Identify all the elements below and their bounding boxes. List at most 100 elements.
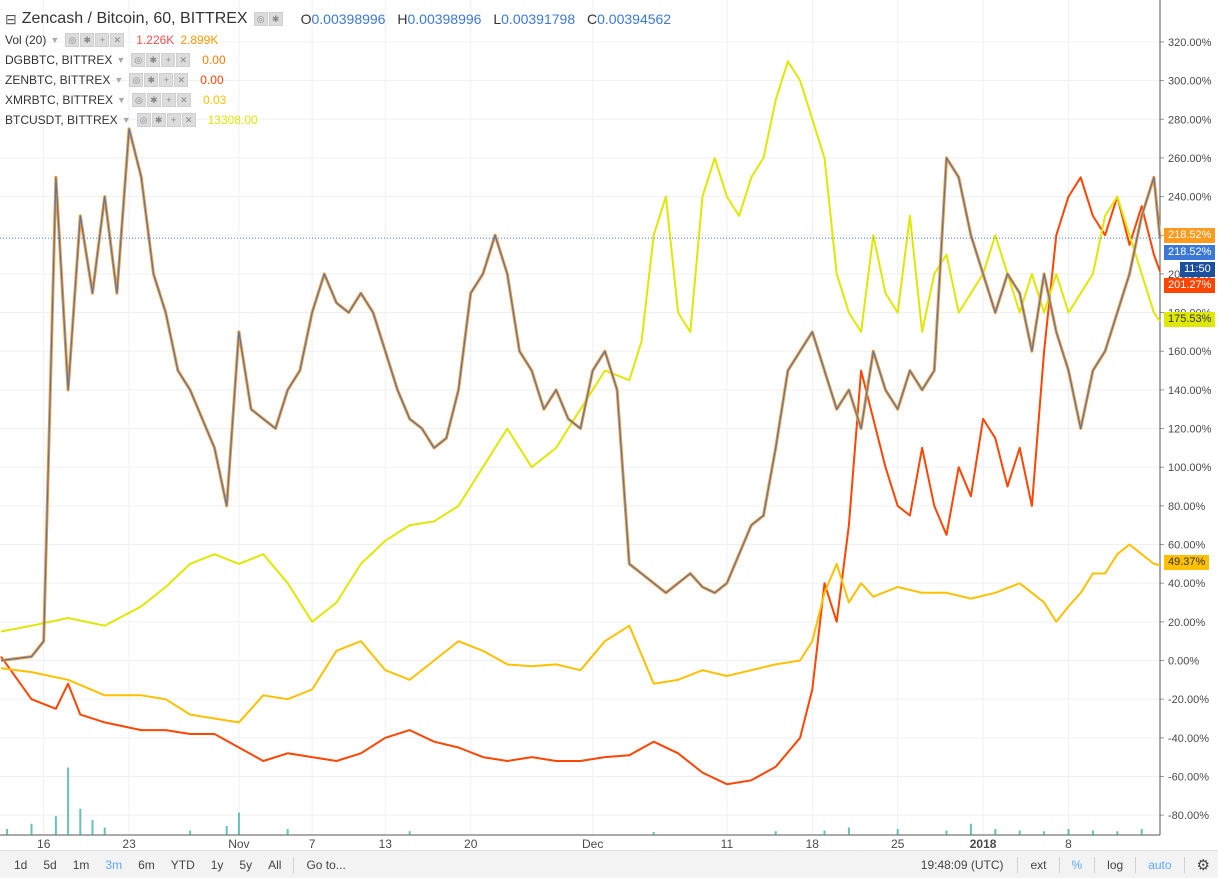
eye-icon[interactable]: ◎ — [131, 93, 146, 107]
volume-bar — [1140, 829, 1143, 835]
close-icon[interactable]: ✕ — [176, 53, 191, 67]
divider — [293, 856, 295, 873]
y-tick-label: 260.00% — [1168, 153, 1212, 165]
x-tick-label: 8 — [1065, 837, 1072, 850]
compare-value: 0.03 — [202, 93, 227, 107]
plus-icon[interactable]: + — [159, 73, 174, 87]
x-tick-label: 11 — [721, 837, 734, 850]
zen-badge: 201.27% — [1164, 278, 1216, 293]
range-button-1m[interactable]: 1m — [72, 857, 90, 872]
compare-row: ZENBTC, BITTREX ▼ ◎ ✱ + ✕ 0.00 — [5, 70, 671, 90]
dropdown-caret-icon[interactable]: ▼ — [116, 55, 126, 65]
range-button-6m[interactable]: 6m — [138, 857, 155, 872]
close-icon[interactable]: ✕ — [176, 93, 191, 107]
compare-row: XMRBTC, BITTREX ▼ ◎ ✱ + ✕ 0.03 — [5, 90, 671, 110]
compare-value: 0.00 — [202, 53, 226, 67]
close-icon[interactable]: ✕ — [181, 113, 196, 127]
range-button-all[interactable]: All — [268, 857, 282, 872]
range-button-1y[interactable]: 1y — [210, 857, 224, 872]
volume-bar — [286, 829, 289, 835]
volume-bar — [54, 816, 57, 835]
log-toggle[interactable]: log — [1107, 857, 1124, 872]
volume-bar — [896, 829, 899, 835]
range-button-5y[interactable]: 5y — [239, 857, 253, 872]
close-icon[interactable]: ✕ — [174, 73, 189, 87]
x-tick-label: 2018 — [970, 837, 997, 850]
compare-symbol[interactable]: ZENBTC, BITTREX — [5, 73, 111, 87]
ext-toggle[interactable]: ext — [1030, 857, 1047, 872]
volume-bar — [91, 820, 94, 835]
symbol-title[interactable]: Zencash / Bitcoin, 60, BITTREX — [21, 10, 248, 27]
volume-label[interactable]: Vol (20) — [5, 33, 47, 47]
volume-bar — [237, 812, 240, 835]
eye-icon[interactable]: ◎ — [136, 113, 151, 127]
collapse-icon[interactable]: ⊟ — [5, 10, 17, 27]
main-controls: ◎ ✱ — [253, 12, 283, 26]
range-buttons: 1d 5d 1m 3m 6m YTD 1y 5y All — [0, 858, 289, 872]
price-badge: 218.52% — [1164, 245, 1216, 260]
volume-bar — [1018, 830, 1021, 835]
y-tick-label: 20.00% — [1168, 617, 1206, 629]
low-label: L — [493, 11, 502, 27]
eye-icon[interactable]: ◎ — [131, 53, 146, 67]
y-tick-label: -60.00% — [1168, 771, 1209, 783]
plus-icon[interactable]: + — [95, 33, 110, 47]
x-tick-label: 7 — [309, 837, 316, 850]
compare-symbol[interactable]: BTCUSDT, BITTREX — [5, 113, 118, 127]
range-button-ytd[interactable]: YTD — [170, 857, 195, 872]
dropdown-caret-icon[interactable]: ▼ — [50, 35, 60, 45]
volume-bar — [1043, 831, 1046, 835]
auto-toggle[interactable]: auto — [1148, 857, 1172, 872]
compare-controls: ◎ ✱ + ✕ — [131, 93, 191, 107]
settings-gear-icon[interactable]: ⚙ — [1196, 856, 1210, 874]
compare-symbol[interactable]: DGBBTC, BITTREX — [5, 53, 113, 67]
y-tick-label: 280.00% — [1168, 114, 1212, 126]
divider — [1094, 856, 1096, 873]
dropdown-caret-icon[interactable]: ▼ — [114, 75, 124, 85]
xmr-badge: 49.37% — [1164, 555, 1210, 570]
close-value: 0.00394562 — [597, 11, 672, 27]
range-button-5d[interactable]: 5d — [43, 857, 57, 872]
y-tick-label: 300.00% — [1168, 76, 1212, 88]
settings-icon[interactable]: ✱ — [80, 33, 95, 47]
settings-icon[interactable]: ✱ — [151, 113, 166, 127]
settings-icon[interactable]: ✱ — [268, 12, 283, 26]
utc-clock[interactable]: 19:48:09 (UTC) — [920, 857, 1004, 872]
price-chart[interactable]: 320.00%300.00%280.00%260.00%240.00%220.0… — [0, 0, 1218, 850]
range-button-3m[interactable]: 3m — [105, 857, 123, 872]
volume-row: Vol (20) ▼ ◎ ✱ + ✕ 1.226K 2.899K — [5, 30, 671, 50]
range-button-1d[interactable]: 1d — [14, 857, 28, 872]
compare-controls: ◎ ✱ + ✕ — [129, 73, 189, 87]
series-line-3 — [0, 127, 1162, 662]
plus-icon[interactable]: + — [161, 93, 176, 107]
divider — [1058, 856, 1060, 873]
eye-icon[interactable]: ◎ — [129, 73, 144, 87]
eye-icon[interactable]: ◎ — [65, 33, 80, 47]
y-tick-label: 60.00% — [1168, 540, 1206, 552]
volume-bar — [994, 829, 997, 835]
percent-toggle[interactable]: % — [1071, 857, 1083, 872]
goto-button[interactable]: Go to... — [306, 857, 346, 872]
dropdown-caret-icon[interactable]: ▼ — [121, 115, 131, 125]
dropdown-caret-icon[interactable]: ▼ — [117, 95, 126, 105]
y-tick-label: 40.00% — [1168, 578, 1206, 590]
eye-icon[interactable]: ◎ — [253, 12, 268, 26]
plus-icon[interactable]: + — [161, 53, 176, 67]
plus-icon[interactable]: + — [166, 113, 181, 127]
y-tick-label: 140.00% — [1168, 385, 1212, 397]
settings-icon[interactable]: ✱ — [144, 73, 159, 87]
compare-row: BTCUSDT, BITTREX ▼ ◎ ✱ + ✕ 13308.00 — [5, 110, 671, 130]
compare-row: DGBBTC, BITTREX ▼ ◎ ✱ + ✕ 0.00 — [5, 50, 671, 70]
settings-icon[interactable]: ✱ — [146, 93, 161, 107]
series-line-2 — [0, 60, 1161, 633]
divider — [1183, 856, 1185, 873]
settings-icon[interactable]: ✱ — [146, 53, 161, 67]
volume-controls: ◎ ✱ + ✕ — [65, 33, 125, 47]
ohlc-values: O0.00398996 H0.00398996 L0.00391798 C0.0… — [293, 11, 671, 27]
y-tick-label: 120.00% — [1168, 424, 1212, 436]
volume-bar — [774, 831, 777, 835]
compare-symbol[interactable]: XMRBTC, BITTREX — [5, 93, 114, 107]
high-label: H — [397, 11, 408, 27]
close-icon[interactable]: ✕ — [110, 33, 125, 47]
volume-bar — [1091, 830, 1094, 835]
